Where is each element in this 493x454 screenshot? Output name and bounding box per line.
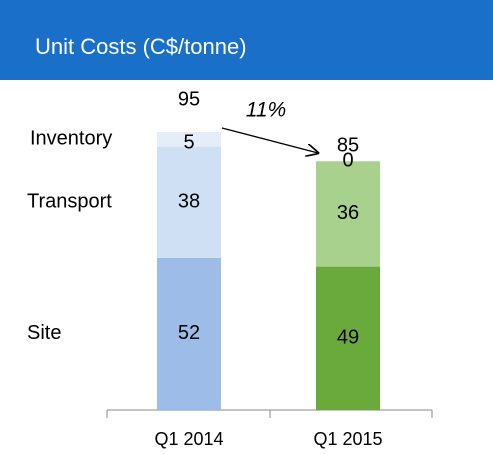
value-label: 36 [337,202,359,224]
bar-segment [157,132,221,147]
value-label: 0 [342,150,353,172]
bar-segment [157,146,221,258]
bar-segment [316,161,380,267]
total-label: 85 [337,135,359,157]
header-bar [0,0,493,80]
x-tick-label: Q1 2015 [313,429,382,449]
bar-segment [316,266,380,410]
total-label: 95 [178,88,200,110]
value-label: 52 [178,322,200,344]
annotation: 11% [246,99,286,122]
bar-segment [157,257,221,410]
series-label: Inventory [30,128,112,150]
value-label: 5 [183,132,194,154]
change-arrow [221,127,318,153]
value-label: 38 [178,191,200,213]
chart-title: Unit Costs (C$/tonne) [35,34,247,59]
series-label: Transport [27,191,112,213]
value-label: 49 [337,327,359,349]
series-label: Site [27,322,61,344]
x-tick-label: Q1 2014 [154,429,223,449]
